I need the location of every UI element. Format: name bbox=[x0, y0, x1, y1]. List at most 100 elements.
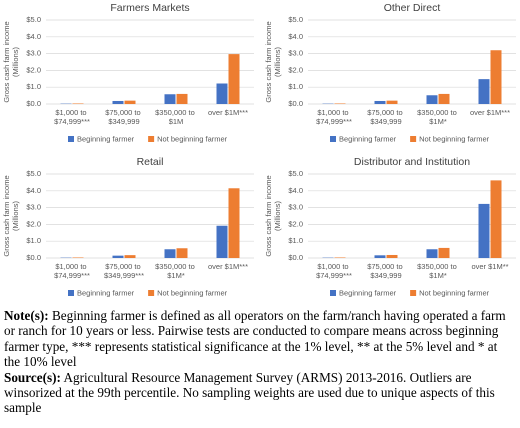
x-tick-label: $350,000 to $1M bbox=[155, 108, 197, 126]
legend-label: Not beginning farmer bbox=[157, 134, 228, 143]
x-tick-label: $75,000 to $349,999 bbox=[105, 108, 143, 126]
y-axis-label: (Millions) bbox=[273, 46, 282, 77]
legend: Beginning farmer Not beginning farmer bbox=[68, 288, 228, 297]
y-tick-label: $0.0 bbox=[288, 99, 303, 108]
y-tick-label: $4.0 bbox=[288, 186, 303, 195]
notes: Note(s): Beginning farmer is defined as … bbox=[0, 308, 520, 416]
y-tick-label: $3.0 bbox=[26, 49, 41, 58]
legend-label: Not beginning farmer bbox=[419, 288, 490, 297]
x-tick-label: $75,000 to $349,999*** bbox=[104, 262, 144, 280]
source-text: Agricultural Resource Management Survey … bbox=[4, 369, 495, 416]
legend: Beginning farmer Not beginning farmer bbox=[68, 134, 228, 143]
x-tick-label: over $1M*** bbox=[208, 108, 248, 117]
bar bbox=[426, 249, 438, 258]
legend-swatch bbox=[148, 290, 155, 296]
bar bbox=[334, 103, 346, 104]
x-tick-label: $75,000 to $349,999 bbox=[367, 108, 405, 126]
y-tick-label: $0.0 bbox=[26, 253, 41, 262]
y-tick-label: $0.0 bbox=[288, 253, 303, 262]
bar bbox=[374, 100, 386, 104]
y-tick-label: $4.0 bbox=[26, 186, 41, 195]
bar bbox=[386, 100, 398, 104]
y-axis-label: Gross cash farm income bbox=[2, 175, 11, 256]
bar bbox=[124, 255, 136, 258]
y-tick-label: $1.0 bbox=[26, 82, 41, 91]
y-tick-label: $2.0 bbox=[288, 65, 303, 74]
chart-title: Retail bbox=[137, 156, 164, 168]
y-tick-label: $3.0 bbox=[288, 49, 303, 58]
y-tick-label: $2.0 bbox=[26, 219, 41, 228]
legend-swatch bbox=[148, 136, 155, 142]
legend-label: Beginning farmer bbox=[339, 288, 397, 297]
source: Source(s): Agricultural Resource Managem… bbox=[4, 370, 516, 416]
x-tick-label: $1,000 to $74,999*** bbox=[316, 108, 352, 126]
y-axis-label: Gross cash farm income bbox=[2, 21, 11, 102]
y-tick-label: $3.0 bbox=[26, 203, 41, 212]
y-axis-label: (Millions) bbox=[11, 200, 20, 231]
x-tick-label: $350,000 to $1M* bbox=[155, 262, 197, 280]
legend-swatch bbox=[410, 136, 417, 142]
y-tick-label: $5.0 bbox=[26, 15, 41, 24]
x-tick-label: $350,000 to $1M* bbox=[417, 108, 459, 126]
bar bbox=[72, 257, 84, 258]
x-tick-label: $75,000 to $349,999 bbox=[367, 262, 405, 280]
bar bbox=[490, 50, 502, 104]
legend-swatch bbox=[330, 136, 336, 142]
bar bbox=[386, 254, 398, 258]
bar bbox=[176, 93, 188, 104]
bar bbox=[112, 100, 124, 104]
chart-title: Distributor and Institution bbox=[354, 156, 470, 168]
bar bbox=[478, 203, 490, 258]
bar bbox=[426, 95, 438, 104]
bar bbox=[112, 255, 124, 258]
bar bbox=[216, 83, 228, 104]
legend-label: Beginning farmer bbox=[339, 134, 397, 143]
y-tick-label: $2.0 bbox=[26, 65, 41, 74]
bar bbox=[490, 180, 502, 258]
bar bbox=[228, 188, 240, 258]
y-tick-label: $1.0 bbox=[288, 236, 303, 245]
chart-panel: Farmers Markets Gross cash farm income (Mi… bbox=[2, 2, 254, 143]
chart-title: Farmers Markets bbox=[110, 2, 189, 14]
x-tick-label: $1,000 to $74,999*** bbox=[316, 262, 352, 280]
bar bbox=[228, 54, 240, 104]
y-tick-label: $2.0 bbox=[288, 219, 303, 228]
x-tick-label: $350,000 to $1M* bbox=[417, 262, 459, 280]
chart-panel: Retail Gross cash farm income (Millions) $0… bbox=[2, 156, 254, 297]
bar bbox=[124, 100, 136, 104]
legend: Beginning farmer Not beginning farmer bbox=[330, 288, 490, 297]
bar bbox=[164, 94, 176, 104]
source-label: Source(s): bbox=[4, 369, 61, 385]
legend-label: Beginning farmer bbox=[77, 134, 135, 143]
bar bbox=[438, 93, 450, 104]
note-text: Beginning farmer is defined as all opera… bbox=[4, 308, 506, 370]
bar bbox=[438, 247, 450, 258]
y-tick-label: $4.0 bbox=[26, 32, 41, 41]
x-tick-label: over $1M*** bbox=[208, 262, 248, 271]
bar bbox=[374, 255, 386, 258]
x-tick-label: over $1M** bbox=[471, 262, 508, 271]
y-tick-label: $0.0 bbox=[26, 99, 41, 108]
y-tick-label: $4.0 bbox=[288, 32, 303, 41]
legend-swatch bbox=[68, 290, 74, 296]
chart-panel: Other Direct Gross cash farm income (Milli… bbox=[264, 2, 516, 143]
y-tick-label: $1.0 bbox=[288, 82, 303, 91]
legend-label: Not beginning farmer bbox=[157, 288, 228, 297]
bar bbox=[176, 248, 188, 258]
legend: Beginning farmer Not beginning farmer bbox=[330, 134, 490, 143]
y-tick-label: $5.0 bbox=[26, 169, 41, 178]
y-tick-label: $5.0 bbox=[288, 15, 303, 24]
bar bbox=[334, 257, 346, 258]
x-tick-label: $1,000 to $74,999*** bbox=[54, 262, 90, 280]
legend-swatch bbox=[410, 290, 417, 296]
bar bbox=[478, 79, 490, 104]
legend-label: Not beginning farmer bbox=[419, 134, 490, 143]
y-tick-label: $3.0 bbox=[288, 203, 303, 212]
y-tick-label: $5.0 bbox=[288, 169, 303, 178]
legend-swatch bbox=[330, 290, 336, 296]
x-tick-label: over $1M*** bbox=[470, 108, 510, 117]
legend-label: Beginning farmer bbox=[77, 288, 135, 297]
y-tick-label: $1.0 bbox=[26, 236, 41, 245]
